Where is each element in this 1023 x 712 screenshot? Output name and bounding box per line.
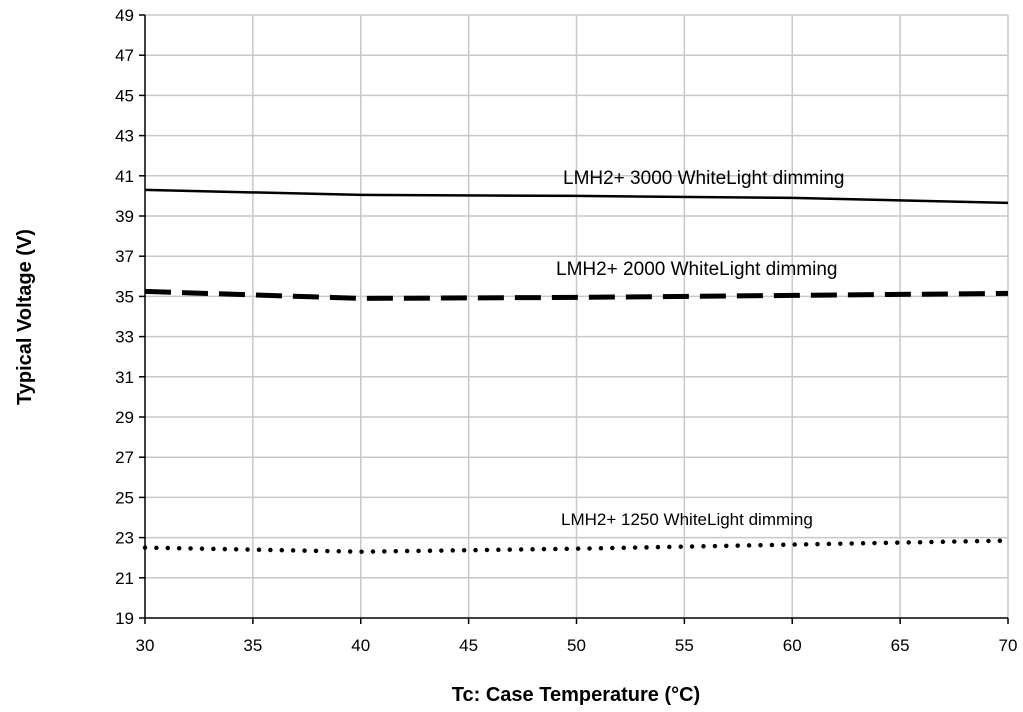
y-tick-label: 43 — [115, 127, 134, 146]
series-label-1: LMH2+ 3000 WhiteLight dimming — [563, 168, 844, 189]
y-tick-label: 49 — [115, 6, 134, 25]
series-label-2: LMH2+ 2000 WhiteLight dimming — [556, 259, 837, 280]
y-tick-label: 25 — [115, 488, 134, 507]
series-label-3: LMH2+ 1250 WhiteLight dimming — [561, 510, 813, 529]
y-tick-label: 23 — [115, 529, 134, 548]
y-tick-label: 31 — [115, 368, 134, 387]
series-line-3 — [142, 538, 1011, 554]
series-line-2 — [144, 288, 1009, 301]
y-tick-label: 47 — [115, 46, 134, 65]
y-tick-label: 29 — [115, 408, 134, 427]
x-tick-label: 40 — [351, 636, 370, 655]
grid — [145, 14, 1009, 618]
series-labels: LMH2+ 3000 WhiteLight dimming LMH2+ 2000 … — [556, 168, 844, 529]
y-tick-label: 37 — [115, 247, 134, 266]
y-tick-label: 35 — [115, 287, 134, 306]
y-tick-label: 45 — [115, 86, 134, 105]
y-tick-label: 19 — [115, 609, 134, 628]
x-axis-title: Tc: Case Temperature (°C) — [452, 684, 700, 706]
x-tick-label: 65 — [891, 636, 910, 655]
x-tick-label: 70 — [999, 636, 1018, 655]
axes: 19 21 23 25 27 29 31 33 35 37 39 41 43 45 47 49 30 35 40 45… — [115, 6, 1017, 655]
x-tick-label: 55 — [675, 636, 694, 655]
y-tick-label: 41 — [115, 167, 134, 186]
x-tick-label: 45 — [459, 636, 478, 655]
y-tick-label: 33 — [115, 328, 134, 347]
series-line-1 — [144, 188, 1009, 205]
x-tick-label: 35 — [243, 636, 262, 655]
x-tick-label: 60 — [783, 636, 802, 655]
x-tick-label: 30 — [136, 636, 155, 655]
y-tick-label: 21 — [115, 569, 134, 588]
series-lines — [142, 188, 1011, 554]
y-tick-label: 27 — [115, 448, 134, 467]
y-tick-label: 39 — [115, 207, 134, 226]
x-tick-label: 50 — [567, 636, 586, 655]
y-axis-title: Typical Voltage (V) — [14, 229, 36, 405]
